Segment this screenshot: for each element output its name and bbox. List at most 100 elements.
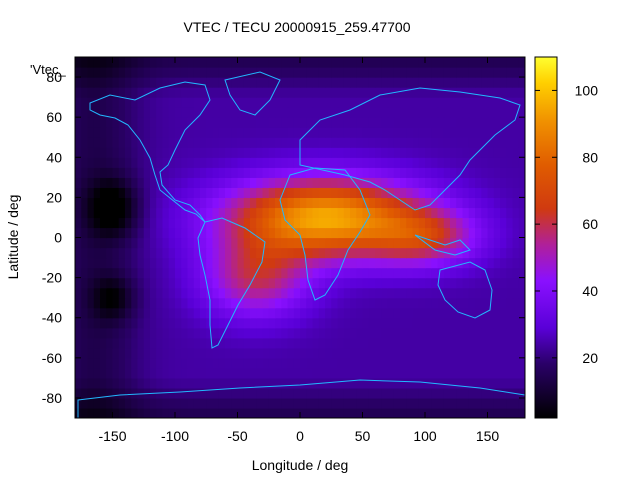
heatmap-cell — [256, 107, 264, 118]
heatmap-cell — [250, 397, 257, 409]
heatmap-cell — [356, 297, 364, 309]
heatmap-cell — [318, 347, 326, 359]
heatmap-cell — [150, 117, 157, 128]
heatmap-cell — [275, 107, 282, 118]
heatmap-cell — [381, 297, 389, 309]
heatmap-cell — [406, 287, 414, 299]
heatmap-cell — [143, 327, 151, 339]
heatmap-cell — [356, 347, 364, 359]
heatmap-cell — [456, 97, 464, 108]
heatmap-cell — [162, 267, 170, 279]
heatmap-cell — [318, 137, 326, 148]
heatmap-cell — [325, 177, 332, 188]
heatmap-cell — [268, 97, 276, 108]
heatmap-cell — [462, 187, 470, 198]
heatmap-cell — [225, 177, 232, 188]
heatmap-cell — [275, 397, 282, 409]
heatmap-cell — [356, 367, 364, 379]
heatmap-cell — [350, 67, 357, 78]
heatmap-cell — [343, 207, 351, 219]
heatmap-cell — [418, 407, 426, 418]
heatmap-cell — [518, 147, 525, 158]
heatmap-cell — [143, 317, 151, 329]
heatmap-cell — [493, 227, 501, 239]
heatmap-cell — [268, 267, 276, 279]
heatmap-cell — [100, 327, 107, 339]
heatmap-cell — [200, 57, 207, 68]
heatmap-cell — [231, 77, 239, 88]
heatmap-cell — [306, 377, 314, 389]
heatmap-cell — [318, 167, 326, 178]
heatmap-cell — [356, 407, 364, 418]
heatmap-cell — [318, 407, 326, 418]
heatmap-cell — [456, 377, 464, 389]
heatmap-cell — [237, 277, 245, 289]
heatmap-cell — [243, 117, 251, 128]
heatmap-cell — [243, 407, 251, 418]
heatmap-cell — [381, 287, 389, 299]
heatmap-cell — [150, 97, 157, 108]
heatmap-cell — [375, 127, 382, 138]
heatmap-cell — [143, 307, 151, 319]
heatmap-cell — [475, 207, 482, 219]
heatmap-cell — [125, 387, 132, 399]
heatmap-cell — [225, 377, 232, 389]
heatmap-cell — [431, 257, 439, 269]
heatmap-cell — [356, 107, 364, 118]
heatmap-cell — [300, 267, 307, 279]
coast-indonesia — [414, 234, 471, 256]
heatmap-cell — [456, 367, 464, 379]
heatmap-cell — [112, 337, 120, 349]
heatmap-cell — [431, 237, 439, 249]
heatmap-cell — [281, 197, 289, 209]
heatmap-cell — [368, 397, 376, 409]
heatmap-cell — [225, 397, 232, 409]
heatmap-cell — [387, 237, 395, 249]
heatmap-cell — [212, 137, 220, 148]
heatmap-cell — [243, 247, 251, 259]
heatmap-cell — [406, 277, 414, 289]
heatmap-cell — [162, 97, 170, 108]
heatmap-cell — [487, 317, 495, 329]
heatmap-cell — [468, 407, 476, 418]
heatmap-cell — [225, 77, 232, 88]
heatmap-cell — [193, 157, 201, 168]
heatmap-cell — [387, 67, 395, 78]
heatmap-cell — [162, 127, 170, 138]
heatmap-cell — [418, 167, 426, 178]
heatmap-cell — [200, 137, 207, 148]
heatmap-cell — [450, 207, 457, 219]
heatmap-cell — [481, 257, 489, 269]
heatmap-cell — [325, 197, 332, 209]
heatmap-cell — [412, 257, 420, 269]
heatmap-cell — [331, 177, 339, 188]
heatmap-cell — [187, 97, 195, 108]
heatmap-cell — [487, 347, 495, 359]
heatmap-cell — [481, 77, 489, 88]
heatmap-cell — [118, 227, 126, 239]
heatmap-cell — [275, 127, 282, 138]
heatmap-cell — [287, 97, 295, 108]
heatmap-cell — [312, 127, 320, 138]
heatmap-cell — [256, 97, 264, 108]
heatmap-cell — [237, 377, 245, 389]
heatmap-cell — [150, 137, 157, 148]
heatmap-cell — [231, 357, 239, 369]
heatmap-cell — [412, 247, 420, 259]
heatmap-cell — [262, 207, 270, 219]
heatmap-cell — [318, 367, 326, 379]
heatmap-cell — [175, 327, 182, 339]
heatmap-cell — [287, 317, 295, 329]
heatmap-cell — [418, 147, 426, 158]
heatmap-cell — [406, 97, 414, 108]
heatmap-cell — [243, 197, 251, 209]
heatmap-cell — [231, 137, 239, 148]
heatmap-cell — [231, 177, 239, 188]
heatmap-cell — [518, 77, 525, 88]
heatmap-cell — [281, 67, 289, 78]
heatmap-cell — [287, 247, 295, 259]
heatmap-cell — [256, 367, 264, 379]
heatmap-cell — [412, 177, 420, 188]
heatmap-cell — [368, 67, 376, 78]
heatmap-cell — [381, 357, 389, 369]
